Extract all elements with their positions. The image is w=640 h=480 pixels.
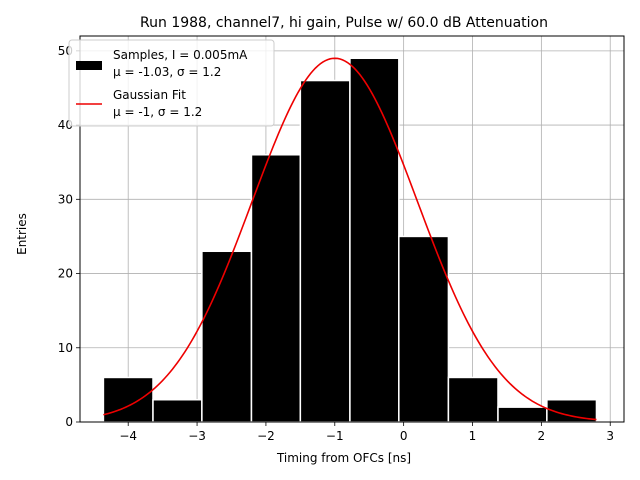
legend-samples-stats: μ = -1.03, σ = 1.2	[113, 65, 221, 79]
x-tick-label: 2	[538, 429, 546, 443]
histogram-bar	[250, 154, 302, 423]
histogram-bars	[102, 57, 598, 423]
y-axis-label: Entries	[15, 213, 29, 255]
histogram-bar	[398, 235, 450, 423]
x-tick-label: 1	[469, 429, 477, 443]
histogram-bar	[201, 250, 253, 423]
histogram-bar	[497, 406, 548, 423]
histogram-bar	[152, 398, 203, 423]
x-tick-label: 3	[606, 429, 614, 443]
y-tick-label: 10	[58, 341, 73, 355]
x-tick-label: 0	[400, 429, 408, 443]
y-tick-label: 0	[65, 415, 73, 429]
plot-frame	[79, 35, 625, 423]
x-tick-label: −3	[188, 429, 206, 443]
legend: Samples, I = 0.005mA μ = -1.03, σ = 1.2 …	[68, 39, 275, 127]
gaussian-fit-curve	[103, 57, 597, 421]
histogram-bar	[349, 57, 400, 423]
legend-samples-swatch	[76, 61, 102, 70]
y-tick-label: 30	[58, 192, 73, 206]
x-tick-label: −1	[326, 429, 344, 443]
x-axis-label: Timing from OFCs [ns]	[276, 451, 411, 465]
legend-fit-stats: μ = -1, σ = 1.2	[113, 105, 202, 119]
legend-box	[68, 39, 275, 127]
histogram-bar	[299, 79, 351, 423]
histogram-bar	[102, 376, 154, 423]
histogram-bar	[447, 376, 499, 423]
legend-fit-label: Gaussian Fit	[113, 88, 186, 102]
legend-samples-label: Samples, I = 0.005mA	[113, 48, 248, 62]
x-tick-label: −4	[119, 429, 137, 443]
x-tick-label: −2	[257, 429, 275, 443]
y-tick-label: 20	[58, 267, 73, 281]
chart-title: Run 1988, channel7, hi gain, Pulse w/ 60…	[140, 15, 548, 31]
